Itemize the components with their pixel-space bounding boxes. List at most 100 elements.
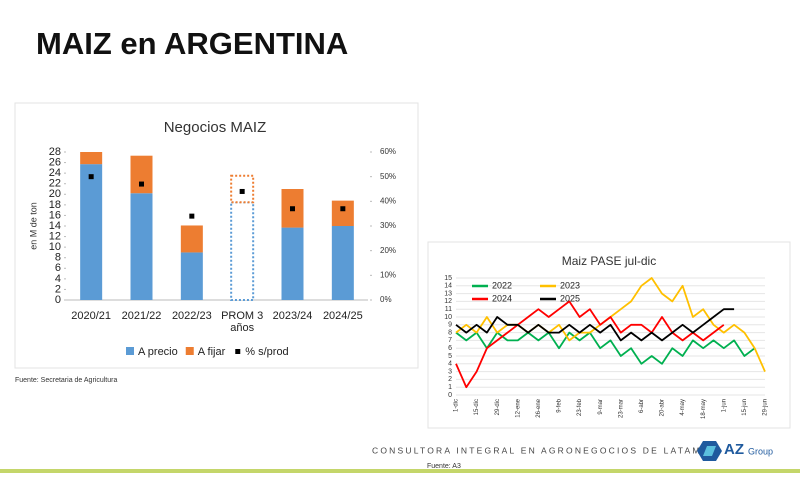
x-label-box: 2021/22 (121, 310, 162, 322)
y2-tick-label: 20% (380, 246, 396, 255)
bar-segment (80, 164, 103, 300)
y-tick-label: 7 (448, 337, 452, 344)
y-tick-label: 12 (444, 298, 452, 305)
x-tick-label: 2020/21 (71, 310, 112, 322)
y-tick-label: 8 (448, 329, 452, 336)
x-tick-label: 2024/25 (322, 310, 363, 322)
y2-tick-label: 0% (380, 295, 392, 304)
x-tick-label: 15-dic (474, 399, 480, 415)
y-tick-label: 6 (55, 262, 61, 274)
y-tick-label: 13 (444, 290, 452, 297)
y-tick-label: 5 (448, 353, 452, 360)
y2-tick-label: 40% (380, 196, 396, 205)
legend-label: A precio (138, 346, 178, 358)
x-tick-label: 6-abr (639, 399, 645, 413)
bar-segment (80, 152, 103, 165)
legend-label: 2022 (492, 280, 512, 290)
footer-source: Fuente: A3 (427, 463, 461, 470)
logo-text: AZ (724, 441, 744, 458)
series-line (455, 300, 725, 389)
x-label-box: 2024/25 (322, 310, 363, 322)
y-axis-label: en M de ton (28, 202, 38, 250)
bar-segment (281, 227, 304, 300)
x-label-box: 2022/23 (171, 310, 212, 322)
legend-label: % s/prod (245, 346, 288, 358)
y-tick-label: 16 (49, 209, 61, 221)
y-tick-label: 3 (448, 368, 452, 375)
y-tick-label: 10 (49, 241, 61, 253)
marker (88, 174, 94, 180)
x-tick-label: 9-feb (557, 398, 563, 412)
y-tick-label: 24 (49, 167, 61, 179)
marker (340, 206, 346, 212)
x-tick-label: 26-ene (536, 398, 542, 417)
chart-title: Negocios MAIZ (164, 119, 267, 136)
x-tick-label: 12-ene (515, 398, 521, 417)
y-tick-label: 11 (445, 306, 452, 313)
logo: AZ Group (697, 441, 773, 461)
marker (189, 213, 195, 219)
y-tick-label: 14 (49, 220, 61, 232)
x-tick-label: 1-dic (454, 399, 460, 412)
x-tick-label: 2022/23 (171, 310, 212, 322)
y-tick-label: 4 (55, 273, 61, 285)
y2-tick-label: 60% (380, 147, 396, 156)
x-label-box: 2023/24 (272, 310, 313, 322)
series-line (455, 331, 756, 365)
company-name: CONSULTORA INTEGRAL EN AGRONEGOCIOS DE L… (372, 445, 702, 455)
x-label-box: 2020/21 (71, 310, 112, 322)
y-tick-label: 12 (49, 230, 61, 242)
bar-segment (180, 252, 203, 300)
y-tick-label: 0 (448, 392, 452, 399)
y-tick-label: 28 (49, 146, 61, 158)
bottom-band (0, 469, 800, 473)
y-tick-label: 20 (49, 188, 61, 200)
x-tick-label: 29-jun (763, 399, 769, 416)
chart-title: Maiz PASE jul-dic (562, 254, 656, 268)
y-tick-label: 22 (49, 178, 61, 190)
y-tick-label: 18 (49, 199, 61, 211)
y-tick-label: 2 (448, 376, 452, 383)
legend-label: 2023 (560, 280, 580, 290)
x-tick-label: 4-may (680, 399, 686, 416)
bar-segment (130, 193, 153, 300)
bar-segment (331, 200, 354, 226)
y-tick-label: 2 (55, 283, 61, 295)
y-tick-label: 14 (444, 283, 452, 290)
y-tick-label: 8 (55, 252, 61, 264)
logo-text: Group (748, 446, 773, 456)
x-tick-label: 23-mar (618, 399, 624, 418)
y-tick-label: 0 (55, 294, 61, 306)
x-tick-label: 2023/24 (272, 310, 313, 322)
x-tick-label: 2021/22 (121, 310, 162, 322)
x-tick-label: 18-may (701, 399, 707, 419)
y2-tick-label: 30% (380, 221, 396, 230)
series-line (455, 308, 735, 342)
y-tick-label: 4 (448, 361, 452, 368)
x-tick-label: 9-mar (598, 399, 604, 415)
legend-label: A fijar (198, 346, 226, 358)
legend-label: 2024 (492, 293, 512, 303)
x-tick-label: 23-feb (577, 398, 583, 416)
x-tick-label: 29-dic (495, 399, 501, 415)
chart-frame (427, 241, 791, 429)
marker (139, 181, 144, 187)
y2-tick-label: 10% (380, 270, 396, 279)
marker (290, 206, 295, 212)
marker (239, 188, 245, 194)
logo-icon (703, 446, 716, 456)
bar-segment (130, 155, 153, 194)
x-label-box: PROM 3 años (221, 310, 264, 334)
y-tick-label: 9 (448, 322, 452, 329)
legend-swatch (235, 349, 241, 354)
legend-swatch (126, 347, 134, 355)
y-tick-label: 10 (444, 314, 452, 321)
legend-label: 2025 (560, 293, 580, 303)
bar-segment (180, 225, 203, 253)
x-tick-label: PROM 3 años (221, 310, 264, 334)
y2-tick-label: 50% (380, 172, 396, 181)
x-tick-label: 15-jun (742, 399, 748, 416)
y-tick-label: 15 (444, 275, 452, 282)
